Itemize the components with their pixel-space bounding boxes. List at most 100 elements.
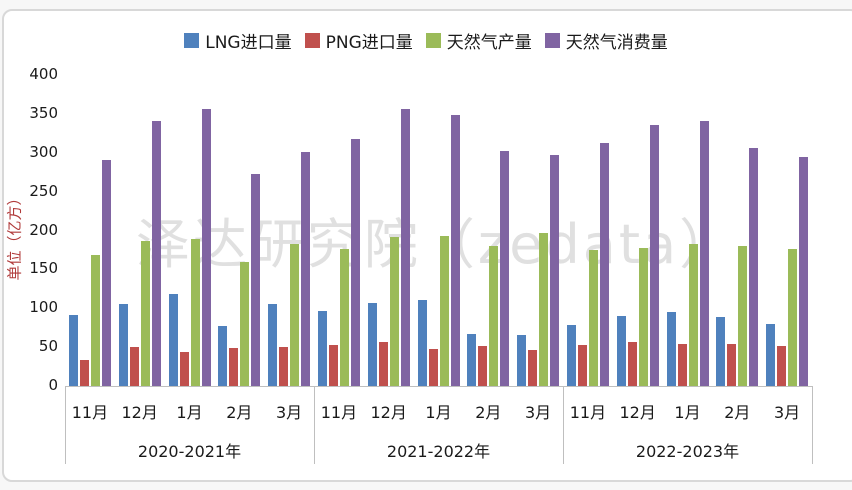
legend-label: PNG进口量	[325, 32, 413, 53]
chart-legend: LNG进口量 PNG进口量 天然气产量 天然气消费量	[0, 27, 852, 53]
group-divider	[65, 386, 66, 464]
bar-PNG进口量-12月	[378, 342, 388, 386]
y-tick-label: 100	[29, 298, 58, 317]
bar-天然气消费量-2月	[749, 148, 759, 386]
month-label: 11月	[71, 403, 109, 422]
bar-天然气产量-11月	[90, 255, 100, 386]
bar-PNG进口量-11月	[328, 344, 338, 386]
bar-PNG进口量-3月	[279, 347, 289, 386]
y-tick-label: 250	[29, 181, 58, 200]
bar-LNG进口量-3月	[766, 323, 776, 386]
bar-LNG进口量-11月	[68, 315, 78, 386]
bar-LNG进口量-11月	[566, 324, 576, 386]
month-label: 2月	[475, 403, 502, 422]
legend-label: 天然气消费量	[565, 32, 668, 53]
bar-LNG进口量-2月	[467, 333, 477, 386]
bar-PNG进口量-2月	[727, 344, 737, 386]
bar-天然气产量-12月	[140, 241, 150, 386]
bar-天然气产量-12月	[638, 247, 648, 386]
bar-天然气消费量-2月	[500, 151, 510, 386]
bar-PNG进口量-1月	[428, 348, 438, 386]
bar-天然气消费量-11月	[101, 159, 111, 386]
legend-item-gas-consumption: 天然气消费量	[544, 28, 668, 53]
watermark: 泽达研究院（zedata）	[135, 213, 737, 276]
y-tick-label: 350	[29, 103, 58, 122]
bar-LNG进口量-12月	[118, 304, 128, 386]
bar-LNG进口量-12月	[616, 316, 626, 386]
bar-天然气产量-1月	[190, 239, 200, 386]
bar-PNG进口量-3月	[528, 350, 538, 386]
bar-天然气消费量-12月	[400, 109, 410, 386]
bar-PNG进口量-1月	[179, 351, 189, 386]
month-label: 3月	[524, 403, 552, 422]
bar-LNG进口量-1月	[666, 312, 676, 386]
y-tick-label: 300	[29, 142, 58, 161]
group-divider	[563, 386, 564, 464]
bar-天然气产量-1月	[439, 235, 449, 386]
bar-天然气产量-3月	[788, 249, 798, 386]
bar-天然气消费量-1月	[699, 120, 709, 386]
y-tick-label: 150	[29, 259, 58, 278]
bar-PNG进口量-12月	[129, 347, 139, 386]
month-label: 11月	[320, 403, 358, 422]
y-tick-label: 50	[38, 337, 58, 356]
bar-LNG进口量-2月	[218, 326, 228, 386]
bar-PNG进口量-12月	[627, 342, 637, 386]
legend-item-png-import: PNG进口量	[304, 28, 413, 53]
bar-天然气产量-12月	[389, 236, 399, 386]
bar-天然气产量-2月	[738, 246, 748, 386]
bar-PNG进口量-2月	[478, 345, 488, 386]
month-label: 1月	[176, 403, 203, 422]
y-tick-label: 400	[29, 65, 58, 83]
month-label: 3月	[275, 403, 303, 422]
bar-天然气消费量-12月	[649, 124, 659, 386]
bar-PNG进口量-3月	[777, 346, 787, 386]
legend-item-gas-production: 天然气产量	[425, 28, 532, 53]
bar-LNG进口量-2月	[716, 316, 726, 386]
bar-天然气消费量-3月	[799, 156, 809, 386]
group-divider	[314, 386, 315, 464]
bar-PNG进口量-11月	[577, 344, 587, 386]
bar-天然气消费量-1月	[450, 115, 460, 386]
bar-天然气消费量-2月	[251, 173, 261, 386]
year-group-label: 2021-2022年	[386, 442, 491, 461]
month-label: 3月	[773, 403, 801, 422]
legend-swatch-gas-consumption	[544, 32, 560, 48]
y-tick-label: 200	[29, 220, 58, 239]
bar-天然气产量-2月	[489, 246, 499, 386]
month-label: 11月	[569, 403, 607, 422]
bar-LNG进口量-12月	[367, 302, 377, 386]
bar-PNG进口量-1月	[677, 344, 687, 386]
bar-天然气产量-1月	[688, 244, 698, 386]
bar-天然气产量-3月	[539, 232, 549, 386]
legend-swatch-gas-production	[425, 32, 441, 48]
legend-label: LNG进口量	[205, 32, 292, 53]
month-label: 2月	[226, 403, 253, 422]
legend-item-lng-import: LNG进口量	[184, 28, 292, 53]
month-label: 1月	[425, 403, 452, 422]
group-divider	[812, 386, 813, 464]
legend-swatch-lng-import	[184, 32, 200, 48]
bar-天然气消费量-11月	[599, 142, 609, 386]
year-group-label: 2020-2021年	[137, 442, 242, 461]
bar-PNG进口量-2月	[229, 347, 239, 386]
bar-天然气消费量-3月	[550, 155, 560, 386]
bar-天然气消费量-11月	[350, 138, 360, 386]
month-label: 1月	[674, 403, 701, 422]
month-label: 12月	[121, 403, 158, 422]
bar-LNG进口量-1月	[417, 300, 427, 386]
legend-swatch-png-import	[304, 32, 320, 48]
bar-LNG进口量-11月	[317, 311, 327, 386]
legend-label: 天然气产量	[446, 32, 532, 53]
bar-天然气消费量-1月	[201, 109, 211, 386]
y-tick-label: 0	[48, 376, 58, 394]
month-label: 12月	[619, 403, 656, 422]
bar-天然气产量-11月	[588, 249, 598, 386]
bar-LNG进口量-1月	[168, 294, 178, 386]
month-label: 12月	[370, 403, 407, 422]
bar-天然气产量-3月	[290, 243, 300, 386]
bar-天然气消费量-12月	[151, 120, 161, 386]
bar-天然气消费量-3月	[301, 151, 311, 386]
bar-天然气产量-2月	[240, 262, 250, 386]
